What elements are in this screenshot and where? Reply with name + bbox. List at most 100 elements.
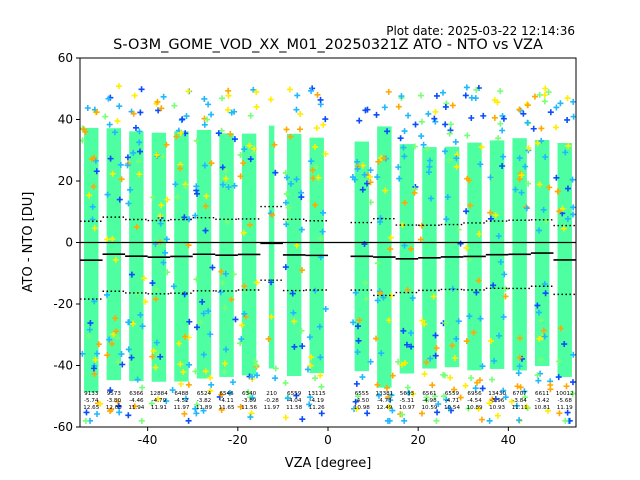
scatter-point <box>240 229 247 236</box>
scatter-point <box>518 172 525 179</box>
scatter-point <box>97 400 104 407</box>
scatter-point <box>563 383 570 390</box>
scatter-point <box>388 392 395 399</box>
bin-stat-mean: -5.68 <box>557 398 572 404</box>
scatter-point <box>160 259 167 266</box>
scatter-point <box>479 363 486 370</box>
scatter-point <box>106 121 113 128</box>
scatter-point <box>177 380 184 387</box>
scatter-point <box>564 116 571 123</box>
x-tick-label: -40 <box>138 433 158 447</box>
scatter-point <box>513 402 520 409</box>
scatter-point <box>564 409 571 416</box>
scatter-point <box>136 148 143 155</box>
scatter-point <box>224 106 231 113</box>
scatter-point <box>125 200 132 207</box>
scatter-point <box>385 403 392 410</box>
scatter-point <box>246 142 253 149</box>
scatter-point <box>193 276 200 283</box>
scatter-point <box>185 381 192 388</box>
bin-stat-std: 10.93 <box>489 405 505 411</box>
scatter-point <box>463 84 470 91</box>
scatter-point <box>265 335 272 342</box>
scatter-point <box>557 100 564 107</box>
scatter-point <box>562 417 569 424</box>
scatter-point <box>373 335 380 342</box>
scatter-point <box>455 226 462 233</box>
scatter-point <box>296 126 303 133</box>
scatter-point <box>536 227 543 234</box>
scatter-point <box>227 131 234 138</box>
scatter-point <box>91 298 98 305</box>
scatter-point <box>434 409 441 416</box>
scatter-point <box>447 127 454 134</box>
scatter-point <box>134 290 141 297</box>
scatter-point <box>395 358 402 365</box>
scatter-point <box>561 341 568 348</box>
scatter-point <box>317 96 324 103</box>
bin-stat-mean: -5.74 <box>84 398 99 404</box>
scatter-point <box>447 374 454 381</box>
scatter-point <box>317 372 324 379</box>
scatter-point <box>423 394 430 401</box>
scatter-point <box>91 225 98 232</box>
scatter-point <box>562 149 569 156</box>
scatter-point <box>162 249 169 256</box>
scatter-point <box>429 382 436 389</box>
scatter-point <box>462 92 469 99</box>
bin-stat-mean: -4.19 <box>309 398 324 404</box>
scatter-point <box>364 410 371 417</box>
scatter-point <box>112 315 119 322</box>
scatter-point <box>308 158 315 165</box>
scatter-point <box>367 167 374 174</box>
scatter-point <box>468 94 475 101</box>
scatter-point <box>319 228 326 235</box>
scatter-point <box>272 169 279 176</box>
scatter-point <box>208 160 215 167</box>
scatter-point <box>241 283 248 290</box>
y-tick-label: -40 <box>53 359 73 373</box>
scatter-point <box>127 186 134 193</box>
scatter-point <box>378 350 385 357</box>
scatter-point <box>432 108 439 115</box>
scatter-point <box>237 403 244 410</box>
scatter-point <box>293 106 300 113</box>
scatter-point <box>134 376 141 383</box>
scatter-point <box>103 291 110 298</box>
scatter-point <box>564 95 571 102</box>
scatter-point <box>537 356 544 363</box>
y-tick-label: -20 <box>53 297 73 311</box>
scatter-point <box>95 341 102 348</box>
scatter-point <box>425 169 432 176</box>
scatter-point <box>569 176 576 183</box>
bin-stat-std: 11.97 <box>264 405 280 411</box>
scatter-point <box>114 398 121 405</box>
scatter-point <box>382 187 389 194</box>
scatter-point <box>412 121 419 128</box>
bin-stat-mean: -4.79 <box>152 398 167 404</box>
scatter-point <box>228 296 235 303</box>
scatter-point <box>312 143 319 150</box>
scatter-point <box>433 417 440 424</box>
scatter-point <box>247 156 254 163</box>
scatter-point <box>535 309 542 316</box>
scatter-point <box>136 128 143 135</box>
scatter-point <box>449 102 456 109</box>
scatter-point <box>221 368 228 375</box>
scatter-point <box>541 92 548 99</box>
scatter-point <box>556 358 563 365</box>
scatter-point <box>512 186 519 193</box>
scatter-point <box>287 133 294 140</box>
scatter-point <box>237 152 244 159</box>
bin-density-column <box>268 125 275 369</box>
bin-stat-std: 12.49 <box>376 405 392 411</box>
scatter-point <box>164 196 171 203</box>
bin-stat-mean: -4.50 <box>355 398 370 404</box>
scatter-point <box>432 352 439 359</box>
scatter-point <box>157 353 164 360</box>
scatter-point <box>117 161 124 168</box>
scatter-point <box>283 174 290 181</box>
scatter-point <box>182 184 189 191</box>
scatter-point <box>142 298 149 305</box>
y-tick-label: 60 <box>58 51 73 65</box>
